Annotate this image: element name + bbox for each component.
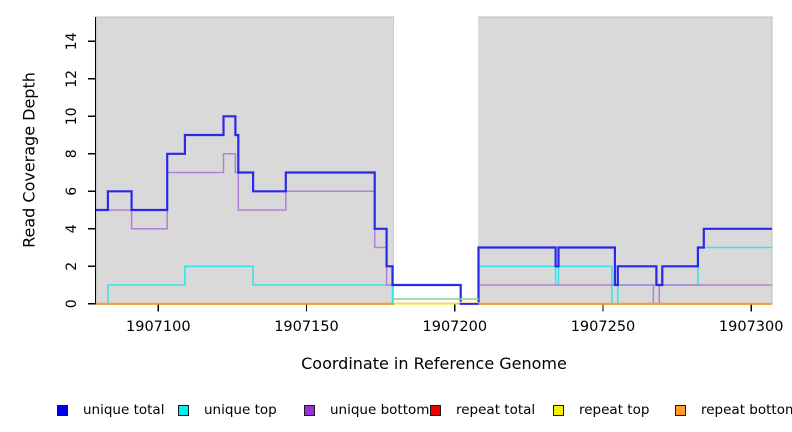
plot-panel-left: [95, 16, 395, 305]
legend-label: repeat bottom: [701, 402, 792, 418]
y-tick-label: 4: [64, 224, 80, 233]
plot-panel-right: [478, 16, 773, 305]
legend-item-repeat-top: repeat top: [553, 399, 649, 421]
series-line-unique-bottom: [96, 153, 772, 305]
legend-item-unique-top: unique top: [178, 399, 277, 421]
legend-swatch-unique-bottom: [304, 404, 315, 416]
legend: unique total unique top unique bottom re…: [0, 399, 792, 423]
x-axis-title: Coordinate in Reference Genome: [301, 354, 567, 373]
x-tick-label: 1907150: [274, 319, 339, 335]
legend-label: unique top: [204, 402, 277, 418]
legend-item-repeat-total: repeat total: [430, 399, 535, 421]
x-tick-label: 1907250: [571, 319, 636, 335]
y-tick-label: 10: [64, 107, 80, 125]
legend-swatch-unique-top: [178, 404, 189, 416]
legend-label: unique total: [83, 402, 165, 418]
y-tick-label: 12: [64, 70, 80, 88]
legend-swatch-unique-total: [57, 404, 68, 416]
x-tick-label: 1907100: [126, 319, 191, 335]
x-tick-label: 1907200: [423, 319, 488, 335]
series-line-unique-total: [96, 115, 772, 305]
legend-swatch-repeat-bottom: [675, 404, 686, 416]
chart-canvas: 0 2 4 6 8 10 12 14 1907100 1907150 1907200 1907250 1…: [64, 16, 784, 335]
legend-swatch-repeat-top: [553, 404, 564, 416]
legend-item-unique-bottom: unique bottom: [304, 399, 429, 421]
legend-label: unique bottom: [330, 402, 430, 418]
legend-swatch-repeat-total: [430, 404, 441, 416]
y-tick-label: 8: [64, 149, 80, 158]
masked-region: [394, 18, 479, 304]
legend-label: repeat total: [456, 402, 536, 418]
legend-item-repeat-bottom: repeat bottom: [675, 399, 792, 421]
y-tick-label: 6: [64, 187, 80, 196]
y-tick-label: 2: [64, 262, 80, 271]
x-tick-label: 1907300: [719, 319, 784, 335]
legend-label: repeat top: [579, 402, 650, 418]
legend-item-unique-total: unique total: [57, 399, 164, 421]
y-axis-title: Read Coverage Depth: [19, 72, 39, 248]
y-tick-label: 14: [64, 32, 80, 50]
y-tick-label: 0: [64, 299, 80, 308]
